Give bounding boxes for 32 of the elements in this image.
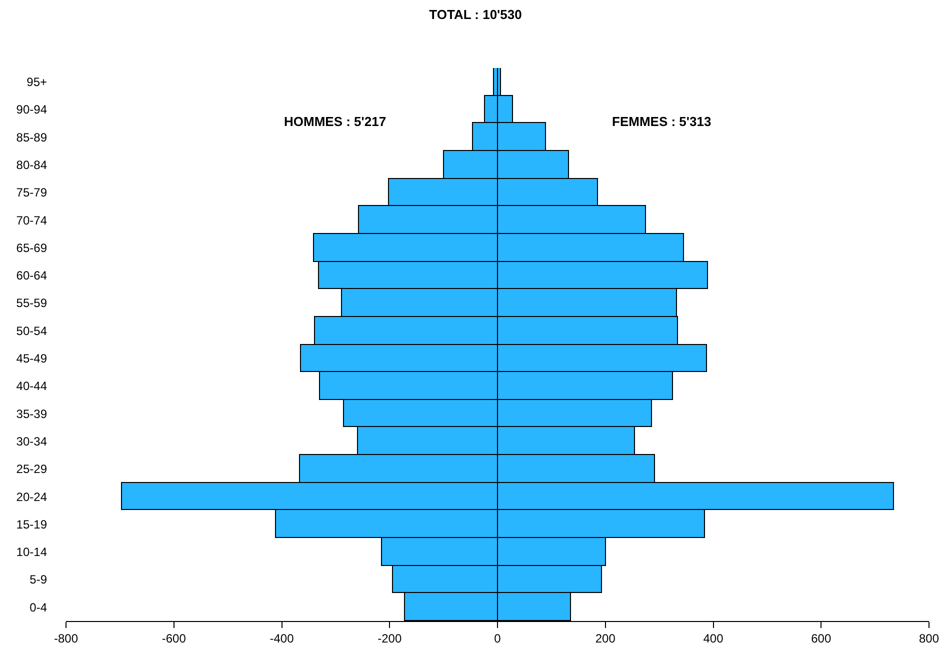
x-tick-label: 0 xyxy=(494,631,502,646)
y-tick-label: 0-4 xyxy=(30,600,48,614)
y-tick-label: 30-34 xyxy=(16,434,48,448)
x-tick-label: 800 xyxy=(918,631,940,646)
annotation: HOMMES : 5'217 xyxy=(284,114,386,129)
x-tick-label: -600 xyxy=(162,631,186,646)
x-tick-label: 400 xyxy=(703,631,724,646)
y-tick-label: 45-49 xyxy=(16,352,48,366)
y-tick-label: 50-54 xyxy=(16,324,48,338)
y-tick-label: 20-24 xyxy=(16,490,48,504)
y-tick-label: 90-94 xyxy=(16,102,48,117)
x-tick-label: -400 xyxy=(270,631,294,646)
y-tick-label: 40-44 xyxy=(16,379,48,394)
y-tick-label: 60-64 xyxy=(16,268,48,283)
y-tick-label: 65-69 xyxy=(16,240,48,255)
y-tick-label: 80-84 xyxy=(16,158,48,172)
y-tick-label: 15-19 xyxy=(16,517,48,532)
x-tick-label: -200 xyxy=(378,631,402,646)
annotation: FEMMES : 5'313 xyxy=(612,114,712,129)
y-tick-label: 25-29 xyxy=(16,462,48,476)
y-tick-label: 55-59 xyxy=(16,296,48,310)
chart-title: TOTAL : 10'530 xyxy=(429,6,522,22)
y-tick-label: 70-74 xyxy=(16,213,48,228)
y-tick-label: 95+ xyxy=(26,75,47,90)
y-tick-label: 85-89 xyxy=(16,130,48,144)
y-tick-label: 5-9 xyxy=(30,572,48,587)
y-tick-label: 35-39 xyxy=(16,406,48,421)
x-tick-label: 600 xyxy=(811,631,832,646)
x-tick-label: 200 xyxy=(595,631,616,646)
x-tick-label: -800 xyxy=(54,631,78,646)
y-tick-label: 10-14 xyxy=(16,545,48,560)
y-tick-label: 75-79 xyxy=(16,186,48,200)
